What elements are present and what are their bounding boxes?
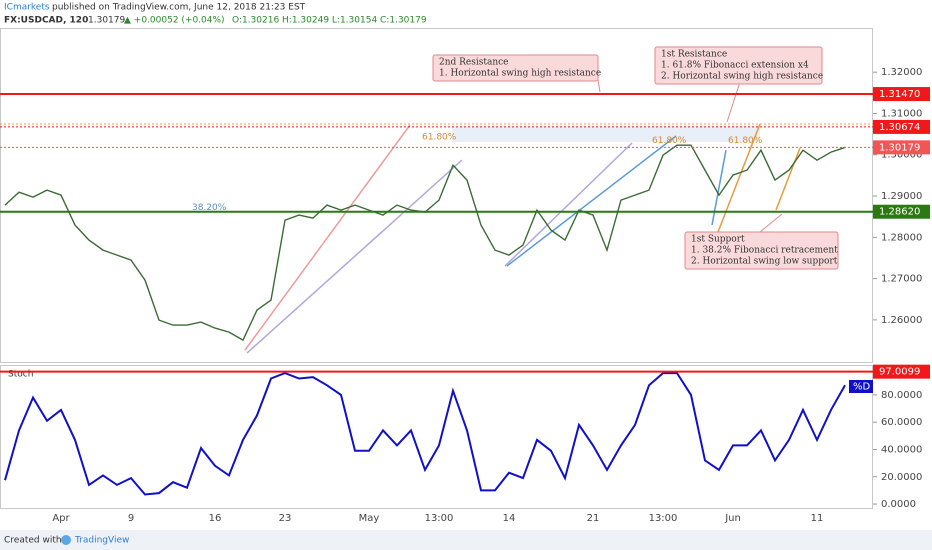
last-price: 1.30179 xyxy=(88,16,125,26)
callout-text: 2nd Resistance xyxy=(439,58,509,68)
fib-label: 61.80% xyxy=(652,136,687,146)
published: published on TradingView.com, June 12, 2… xyxy=(52,3,306,13)
callout-text: 1. 61.8% Fibonacci extension x4 xyxy=(661,61,809,71)
x-tick-label: 11 xyxy=(811,513,824,524)
callout-text: 2. Horizontal swing low support xyxy=(691,257,838,267)
legend-box xyxy=(849,380,873,393)
tv-logo xyxy=(61,535,71,545)
drawings xyxy=(0,79,873,354)
fib-label: 61.80% xyxy=(422,133,457,143)
callout-text: 1st Resistance xyxy=(661,50,727,60)
y-tick-label: 80.0000 xyxy=(881,390,922,401)
ohlc: O:1.30216 H:1.30249 L:1.30154 C:1.30179 xyxy=(232,16,427,26)
level-label-box xyxy=(873,140,930,155)
x-tick-label: May xyxy=(359,513,380,524)
x-tick-label: 14 xyxy=(503,513,516,524)
x-tick-label: 9 xyxy=(128,513,134,524)
callout-text: 1st Support xyxy=(691,235,745,245)
brand: ICmarkets xyxy=(4,3,50,13)
level-label: 1.28620 xyxy=(879,207,920,218)
callout-pointer xyxy=(759,213,783,233)
fib-label: 61.80% xyxy=(728,136,763,146)
x-tick-label: 23 xyxy=(279,513,292,524)
level-label: 1.30179 xyxy=(879,142,920,153)
level-label-box xyxy=(873,87,930,102)
legend-label: %D xyxy=(853,382,871,393)
stoch-panel xyxy=(0,365,873,509)
footer-created: Created with xyxy=(4,536,62,546)
fib-zone xyxy=(452,126,760,142)
level-label-box xyxy=(873,204,930,219)
callout-box xyxy=(684,231,839,270)
level-label: 97.0099 xyxy=(879,367,920,378)
stoch-line xyxy=(4,372,846,496)
y-tick-label: 1.27000 xyxy=(881,274,922,285)
level-label: 1.30674 xyxy=(879,122,920,133)
footer-brand: TradingView xyxy=(74,536,129,546)
callout-box xyxy=(432,54,599,82)
arrow xyxy=(244,124,411,351)
y-tick-label: 40.0000 xyxy=(881,444,922,455)
change: ▲ +0.00052 (+0.04%) xyxy=(124,16,225,26)
x-tick-label: Jun xyxy=(724,513,741,524)
level-label: 1.31470 xyxy=(879,89,920,100)
footer-bar xyxy=(0,530,932,550)
arrow xyxy=(506,135,677,267)
x-tick-label: 13:00 xyxy=(649,513,678,524)
x-tick-label: 21 xyxy=(587,513,600,524)
callout-box xyxy=(654,46,823,85)
y-tick-label: 1.30000 xyxy=(881,150,922,161)
y-tick-label: 1.29000 xyxy=(881,191,922,202)
x-tick-label: Apr xyxy=(52,513,70,524)
callout-pointer xyxy=(597,79,601,93)
callout-text: 1. Horizontal swing high resistance xyxy=(439,69,601,79)
y-tick-label: 1.32000 xyxy=(881,67,922,78)
price-panel xyxy=(0,28,873,363)
y-tick-label: 20.0000 xyxy=(881,472,922,483)
arrow xyxy=(775,147,801,211)
arrow xyxy=(504,142,633,267)
level-label-box xyxy=(873,364,930,379)
panel-title: Stoch xyxy=(8,370,33,380)
x-tick-label: 13:00 xyxy=(425,513,454,524)
y-tick-label: 60.0000 xyxy=(881,417,922,428)
arrow xyxy=(717,123,761,233)
y-tick-label: 1.28000 xyxy=(881,232,922,243)
y-tick-label: 1.26000 xyxy=(881,315,922,326)
callout-pointer xyxy=(726,81,741,123)
level-label-box xyxy=(873,119,930,134)
fib-label: 38.20% xyxy=(192,203,227,213)
y-tick-label: 0.0000 xyxy=(881,499,916,510)
arrow xyxy=(246,159,463,354)
callout-text: 1. 38.2% Fibonacci retracement xyxy=(691,246,838,256)
y-tick-label: 1.31000 xyxy=(881,108,922,119)
symbol: FX:USDCAD, 120 xyxy=(4,16,88,26)
header-bar xyxy=(0,0,932,28)
callout-text: 2. Horizontal swing high resistance xyxy=(661,72,823,82)
x-tick-label: 16 xyxy=(209,513,222,524)
